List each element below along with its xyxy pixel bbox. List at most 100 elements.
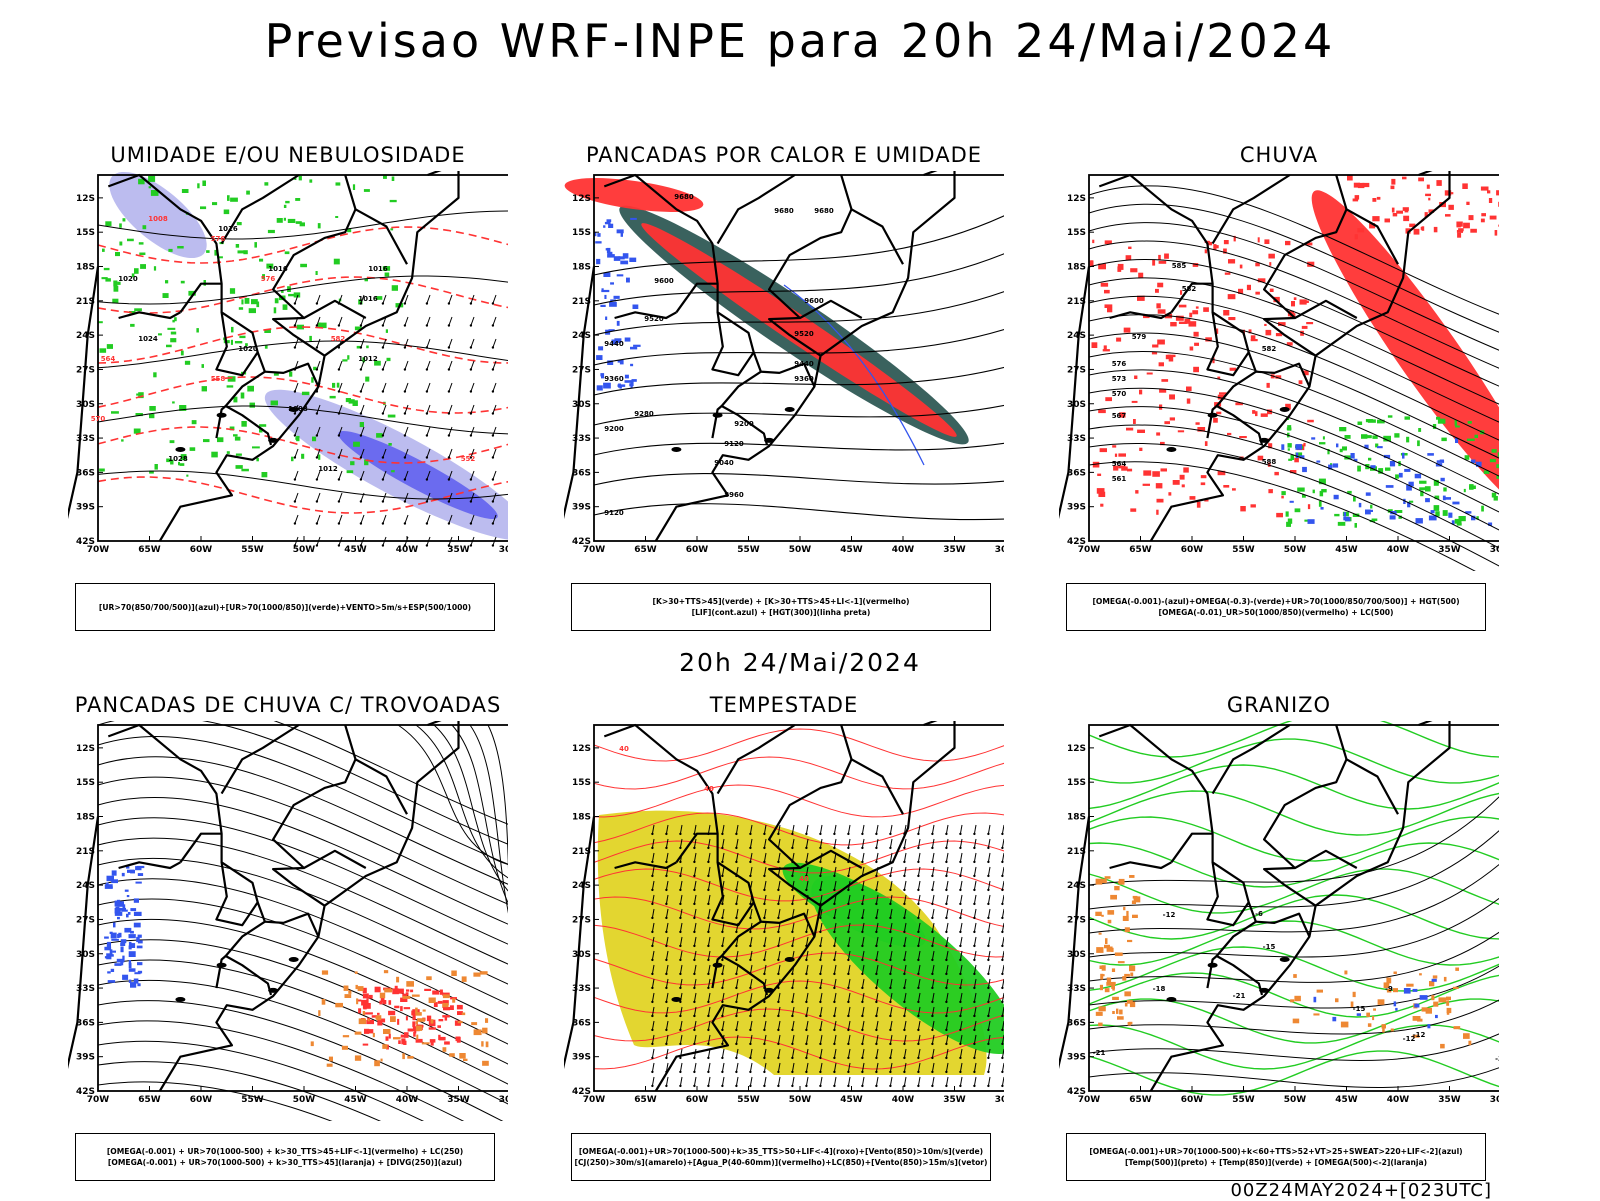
rain-area-blue [1488, 522, 1493, 526]
lat-tick-label: 36S [1067, 468, 1086, 478]
streamline [1088, 259, 1499, 387]
rain-area-red [1456, 221, 1463, 227]
rain-area-green [1404, 416, 1410, 420]
wind-vector [707, 986, 710, 990]
wind-vector [651, 964, 655, 974]
humidity-850-speckle [98, 321, 103, 324]
rain-area-blue [1427, 453, 1434, 456]
rain-area-green [1433, 505, 1440, 511]
rain-area-blue [1365, 509, 1371, 515]
wind-vector [847, 902, 850, 906]
wind-vector [959, 824, 963, 834]
rain-area-red [1428, 209, 1435, 213]
hgt-label: 9680 [814, 207, 834, 215]
wind-vector [403, 412, 407, 415]
wind-vector [721, 930, 724, 934]
wind-vector [819, 944, 822, 948]
wind-vector [931, 888, 934, 892]
rain-area-red [1138, 272, 1144, 278]
wind-vector [338, 492, 343, 502]
wind-vector [749, 824, 753, 834]
lif-contour [603, 272, 611, 277]
rain-area-green [1354, 523, 1357, 528]
wind-vector [791, 1056, 794, 1060]
rain-area-red [1207, 241, 1213, 246]
wind-vector [777, 838, 781, 848]
wind-vector [889, 936, 893, 946]
lif-contour [609, 301, 617, 307]
wind-vector [917, 902, 920, 906]
divergence-area [128, 968, 136, 972]
political-border [675, 282, 718, 313]
wind-vector [665, 944, 668, 948]
wind-vector [749, 986, 752, 990]
humidity-850-speckle [244, 298, 250, 304]
hgt500-label: 570 [1112, 390, 1127, 398]
humidity-850-speckle [99, 468, 105, 472]
humidity-850-speckle [299, 222, 305, 227]
wind-vector [945, 936, 949, 946]
lat-tick-label: 30S [76, 950, 95, 960]
wind-vector [749, 958, 752, 962]
wind-vector [749, 832, 752, 836]
lat-tick-label: 36S [572, 468, 591, 478]
streamline [97, 1061, 381, 1121]
wind-vector [293, 302, 297, 305]
wind-vector [791, 1014, 794, 1018]
wind-vector [861, 1056, 864, 1060]
wind-vector [763, 950, 767, 960]
wind-vector [693, 1028, 696, 1032]
wind-vector [359, 478, 363, 481]
hgt-label: 9600 [804, 297, 824, 305]
wind-vector [917, 838, 921, 848]
wind-vector [777, 916, 780, 920]
wind-vector [889, 1042, 892, 1046]
omega-area [1100, 973, 1104, 980]
rain-area-red [1200, 475, 1207, 479]
storm-area-red [438, 1034, 441, 1041]
lat-tick-label: 33S [572, 984, 591, 994]
wind-vector [425, 368, 429, 371]
rain-area-red [1456, 224, 1461, 228]
wind-vector [651, 866, 655, 876]
omega-area [1112, 996, 1119, 1000]
wind-vector [679, 888, 682, 892]
divergence-area [107, 980, 116, 983]
political-border [1109, 311, 1172, 320]
wind-vector [360, 448, 365, 458]
wind-vector [1001, 1028, 1004, 1032]
rain-area-red [1181, 484, 1185, 488]
wind-vector [945, 1006, 949, 1016]
wind-vector [693, 874, 696, 878]
storm-area-orange [335, 1002, 343, 1008]
storm-area-orange [383, 970, 389, 974]
political-border [603, 723, 769, 996]
lon-tick-label: 30W [995, 545, 1004, 555]
rain-area-red [1152, 260, 1156, 266]
wind-vector [382, 338, 387, 348]
wind-vector [959, 930, 962, 934]
legend-line: [OMEGA(-0.001)+UR>70(1000-500)+k<60+TTS>… [1089, 1147, 1463, 1156]
omega-area [1104, 988, 1110, 993]
storm-area-red [450, 997, 457, 1000]
storm-area-orange [407, 1056, 414, 1059]
rain-area-blue [1465, 511, 1472, 514]
political-border [1263, 758, 1399, 869]
lif-contour [597, 233, 601, 237]
storm-area-orange [354, 1031, 362, 1035]
rain-area-red [1289, 470, 1297, 474]
wind-vector [959, 950, 963, 960]
rain-area-red [1466, 201, 1470, 205]
wind-vector [917, 1084, 920, 1088]
wind-vector [875, 1048, 879, 1058]
wind-vector [426, 360, 431, 370]
wind-vector [679, 866, 683, 876]
pressure-label: 1016 [268, 265, 288, 273]
wind-vector [987, 1000, 990, 1004]
wind-vector [693, 838, 697, 848]
wind-vector [819, 930, 822, 934]
rain-area-red [1444, 190, 1452, 196]
wind-vector [679, 902, 682, 906]
temp850-contour [1088, 790, 1499, 836]
rain-area-green [1294, 508, 1301, 513]
